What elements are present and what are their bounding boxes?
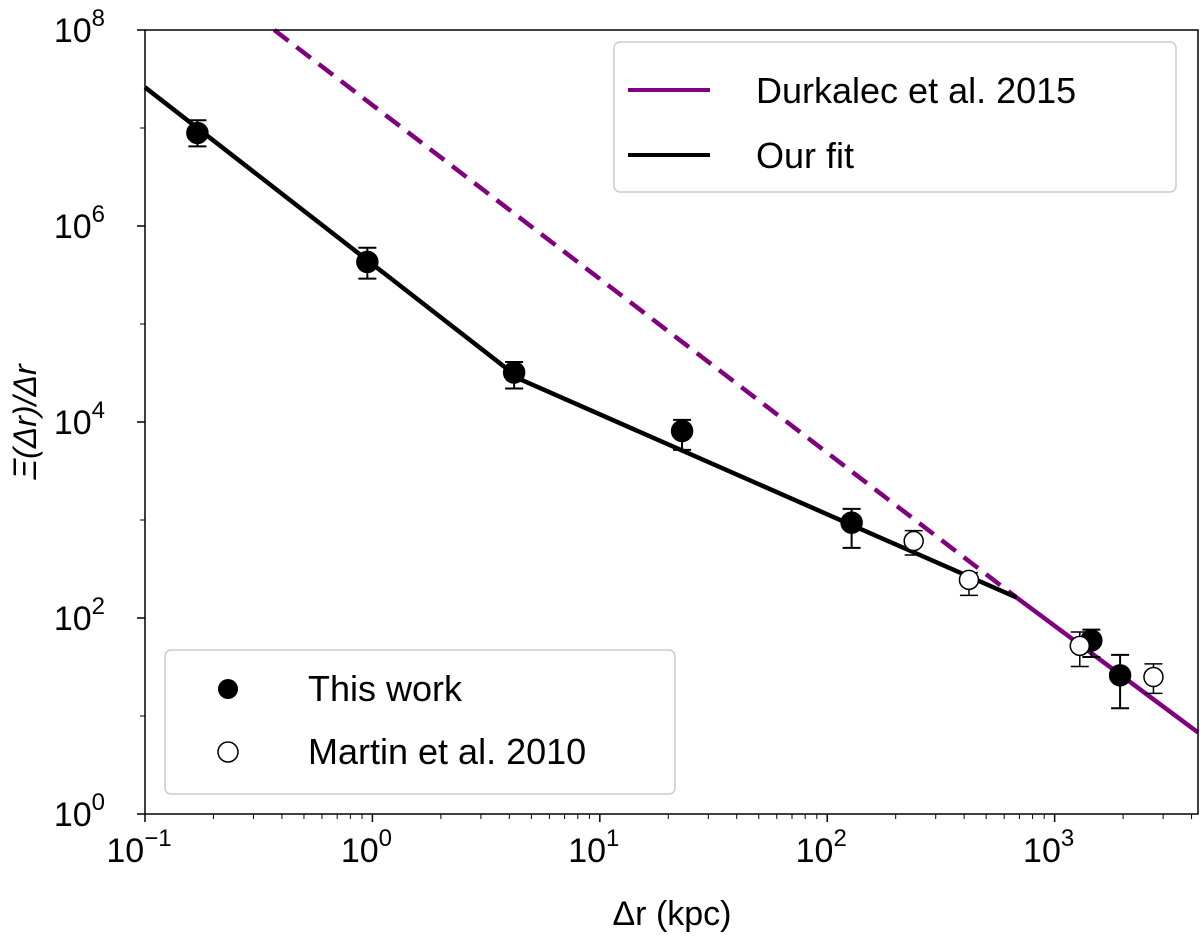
x-tick-exponent: −1 (144, 825, 171, 852)
y-tick-exponent: 8 (92, 5, 105, 32)
x-tick-exponent: 3 (1061, 825, 1074, 852)
martin-point (958, 569, 980, 591)
this-work-point (502, 361, 526, 384)
legend-marker-martin (217, 741, 239, 763)
y-tick-exponent: 6 (92, 201, 105, 228)
this-work-point (840, 511, 863, 534)
y-tick-label: 106 (54, 201, 105, 246)
y-tick-label: 108 (54, 5, 105, 50)
durkalec-solid-line (1015, 595, 1200, 735)
legend-label-durkalec: Durkalec et al. 2015 (756, 70, 1076, 111)
x-tick-exponent: 2 (833, 825, 846, 852)
legend-bottom-left: This work Martin et al. 2010 (164, 649, 676, 795)
y-axis-label: Ξ(Δr)/Δr (7, 363, 43, 481)
y-tick-exponent: 4 (92, 397, 105, 424)
this-work-point (1108, 664, 1132, 687)
legend-label-martin: Martin et al. 2010 (308, 731, 586, 772)
x-tick-label: 103 (1023, 825, 1074, 870)
y-tick-label: 102 (54, 593, 105, 638)
martin-point (1143, 666, 1164, 688)
data-points (186, 119, 1164, 710)
x-tick-label: 102 (796, 825, 847, 870)
y-tick-exponent: 0 (92, 789, 105, 816)
y-tick-label: 104 (54, 397, 105, 442)
martin-point (903, 530, 924, 552)
x-axis-label: Δr (kpc) (612, 895, 731, 933)
legend-label-this-work: This work (308, 668, 463, 709)
martin-point (1069, 635, 1091, 657)
this-work-point (186, 121, 209, 145)
x-tick-label: 10−1 (106, 825, 171, 870)
y-tick-exponent: 2 (92, 593, 105, 620)
x-tick-label: 100 (341, 825, 392, 870)
durkalec-dashed-line (272, 28, 1018, 600)
this-work-point (670, 419, 694, 443)
x-tick-exponent: 0 (379, 825, 392, 852)
x-tick-exponent: 1 (606, 825, 619, 852)
y-tick-label: 100 (54, 789, 105, 834)
x-tick-label: 101 (568, 825, 619, 870)
legend-top-right: Durkalec et al. 2015 Our fit (613, 41, 1177, 193)
legend-marker-this-work (218, 679, 238, 699)
legend-label-our-fit: Our fit (756, 135, 854, 176)
this-work-point (356, 250, 379, 274)
